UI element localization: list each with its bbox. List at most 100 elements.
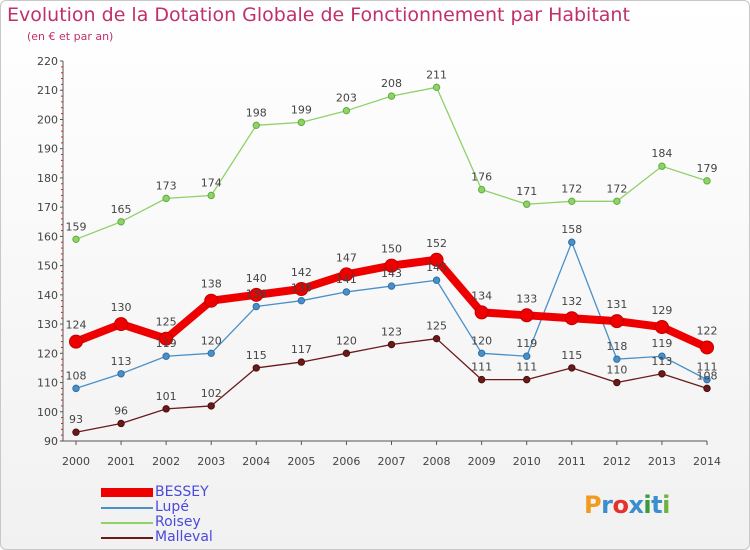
data-point	[162, 194, 170, 203]
logo-letter: i	[643, 491, 652, 519]
x-tick-label: 2014	[693, 455, 721, 468]
logo-letter: t	[651, 491, 663, 519]
x-tick-label: 2006	[332, 455, 360, 468]
data-point	[568, 197, 576, 206]
x-tick-label: 2003	[197, 455, 225, 468]
x-tick-label: 2004	[242, 455, 270, 468]
data-point	[117, 370, 125, 378]
data-label: 159	[66, 220, 87, 233]
data-point	[387, 282, 396, 290]
logo-letter: i	[662, 491, 670, 519]
data-point	[72, 235, 80, 244]
data-label: 131	[606, 298, 627, 311]
data-label: 96	[114, 404, 128, 417]
x-tick-label: 2013	[648, 455, 676, 468]
data-label: 122	[697, 324, 718, 337]
data-point	[703, 375, 711, 384]
data-label: 101	[156, 390, 177, 403]
data-point	[432, 276, 441, 284]
logo-letter: r	[601, 491, 613, 519]
chart-title: Evolution de la Dotation Globale de Fonc…	[7, 4, 630, 26]
data-point	[297, 358, 306, 366]
x-tick-label: 2009	[468, 455, 496, 468]
data-point	[523, 375, 531, 384]
data-point	[207, 349, 215, 358]
data-point	[432, 334, 441, 343]
data-label: 119	[516, 337, 537, 350]
data-point	[477, 375, 486, 384]
data-point	[474, 305, 489, 320]
legend-swatch	[101, 506, 153, 509]
data-label: 130	[111, 301, 132, 314]
y-tick-label: 100	[37, 406, 58, 419]
legend-item: Malleval	[101, 530, 213, 545]
legend-swatch	[101, 488, 153, 497]
data-label: 145	[426, 261, 447, 274]
data-point	[429, 252, 444, 267]
legend-item: Roisey	[101, 515, 213, 530]
data-label: 111	[471, 361, 492, 374]
data-point	[252, 121, 260, 130]
data-label: 179	[697, 162, 718, 175]
data-point	[207, 191, 215, 200]
data-label: 150	[381, 243, 402, 256]
data-point	[69, 334, 83, 349]
data-label: 140	[246, 272, 267, 285]
data-label: 211	[426, 68, 447, 81]
data-point	[432, 83, 441, 92]
y-tick-label: 210	[37, 84, 58, 97]
data-point	[72, 428, 80, 436]
data-label: 184	[651, 147, 672, 160]
data-point	[477, 349, 486, 358]
x-tick-label: 2001	[107, 455, 135, 468]
data-point	[162, 405, 170, 413]
data-point	[523, 200, 531, 208]
data-point	[342, 288, 351, 296]
data-label: 141	[336, 273, 357, 286]
data-label: 176	[471, 171, 492, 184]
data-point	[297, 296, 306, 305]
data-label: 138	[291, 282, 312, 295]
data-point	[568, 364, 576, 372]
data-point	[252, 302, 260, 311]
data-label: 174	[201, 176, 222, 189]
data-label: 173	[156, 179, 177, 192]
x-tick-label: 2011	[558, 455, 586, 468]
y-tick-label: 120	[37, 347, 58, 360]
data-point	[700, 340, 714, 355]
x-tick-label: 2000	[62, 455, 90, 468]
data-label: 132	[561, 295, 582, 308]
data-label: 172	[606, 182, 627, 195]
data-label: 199	[291, 103, 312, 116]
data-point	[477, 185, 486, 194]
data-point	[342, 349, 351, 358]
data-point	[658, 352, 666, 360]
data-label: 120	[471, 334, 492, 347]
data-point	[252, 364, 260, 372]
data-label: 152	[426, 237, 447, 250]
data-point	[342, 106, 351, 115]
data-label: 158	[561, 223, 582, 236]
data-label: 115	[561, 349, 582, 362]
y-tick-label: 130	[37, 318, 58, 331]
data-label: 143	[381, 267, 402, 280]
data-point	[384, 258, 399, 273]
data-point	[114, 317, 129, 332]
data-point	[703, 384, 711, 393]
x-tick-label: 2012	[603, 455, 631, 468]
data-label: 108	[66, 369, 87, 382]
data-point	[658, 162, 666, 170]
data-point	[162, 352, 170, 360]
data-label: 117	[291, 343, 312, 356]
y-tick-label: 90	[44, 435, 58, 448]
data-point	[654, 320, 669, 334]
data-point	[613, 378, 621, 387]
data-point	[387, 340, 396, 349]
data-point	[297, 118, 306, 127]
legend-swatch	[101, 521, 153, 524]
data-point	[294, 282, 309, 296]
x-tick-label: 2010	[513, 455, 541, 468]
data-label: 123	[381, 326, 402, 339]
y-tick-label: 180	[37, 172, 58, 185]
data-label: 108	[697, 369, 718, 382]
